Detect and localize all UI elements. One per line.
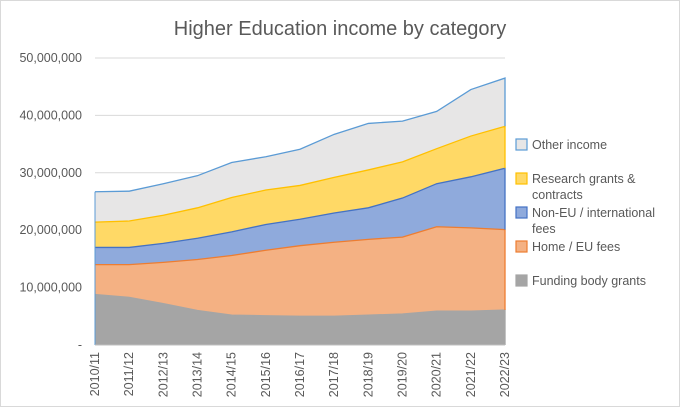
legend-label: Home / EU fees (532, 240, 620, 254)
x-tick-label: 2014/15 (225, 352, 239, 397)
area-home-eu-fees (95, 226, 505, 317)
legend-swatch (515, 206, 528, 219)
legend-swatch (515, 274, 528, 287)
x-tick-label: 2010/11 (88, 352, 102, 396)
x-tick-label: 2015/16 (259, 352, 273, 397)
legend-label: Other income (532, 138, 607, 152)
legend-swatch (515, 240, 528, 253)
x-tick-label: 2022/23 (498, 352, 512, 397)
area-edge (95, 167, 506, 249)
area-other-income (95, 78, 505, 223)
area-research-grants-contracts (95, 126, 505, 248)
area-edge (94, 77, 506, 193)
legend-swatch (515, 138, 528, 151)
area-edge (94, 125, 506, 223)
x-axis: 2010/11 2011/12 2012/13 2013/14 2014/15 2015/… (88, 344, 512, 397)
x-tick-label: 2018/19 (361, 352, 375, 397)
y-axis: - 10,000,000 20,000,000 30,000,000 40,000,00… (19, 51, 82, 352)
x-tick-label: 2012/13 (156, 352, 170, 397)
legend: Other income Research grants & contracts No… (515, 138, 655, 288)
x-tick-label: 2013/14 (191, 352, 205, 397)
y-tick-label: - (78, 338, 82, 352)
chart-title: Higher Education income by category (174, 18, 506, 40)
y-tick-label: 40,000,000 (19, 108, 82, 122)
x-tick-label: 2019/20 (396, 352, 410, 397)
legend-label: Non-EU / international fees (532, 206, 655, 236)
legend-swatch (515, 172, 528, 185)
y-tick-label: 30,000,000 (19, 166, 82, 180)
area-funding-body-grants (95, 294, 505, 345)
x-tick-label: 2011/12 (122, 352, 136, 396)
area-edge (95, 226, 506, 310)
area-edge (94, 293, 506, 345)
legend-label: Research grants & contracts (532, 172, 636, 202)
area-non-eu-international-fees (95, 168, 505, 265)
y-tick-label: 50,000,000 (19, 51, 82, 65)
legend-label: Funding body grants (532, 274, 646, 288)
y-tick-label: 20,000,000 (19, 223, 82, 237)
x-tick-label: 2016/17 (293, 352, 307, 397)
x-tick-label: 2020/21 (430, 352, 444, 397)
x-tick-label: 2017/18 (327, 352, 341, 397)
y-tick-label: 10,000,000 (19, 281, 82, 295)
areas (94, 77, 506, 345)
x-tick-label: 2021/22 (464, 352, 478, 397)
